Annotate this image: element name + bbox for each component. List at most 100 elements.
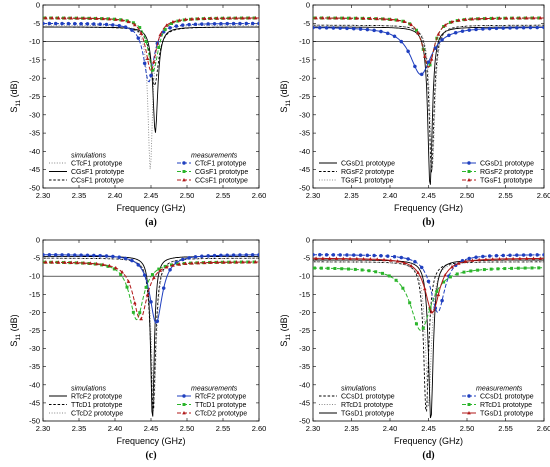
data-point-circle (535, 253, 540, 257)
data-point-circle (528, 253, 533, 257)
x-tick-label: 2.60 (252, 191, 267, 200)
data-point-triangle (88, 261, 93, 265)
data-point-square (157, 46, 161, 50)
y-tick-label: -15 (299, 290, 310, 299)
data-point-square (503, 267, 507, 271)
data-point-triangle (395, 259, 400, 263)
data-point-triangle (82, 16, 86, 20)
series-line-sim-2 (313, 24, 544, 170)
y-axis-label-unit: (dB) (279, 314, 289, 334)
data-point-triangle (209, 16, 213, 20)
data-point-square (428, 63, 432, 67)
y-tick-label: 0 (36, 236, 40, 245)
data-point-triangle (518, 16, 522, 20)
data-point-square (144, 39, 148, 43)
data-point-triangle (327, 16, 332, 20)
data-point-triangle (202, 260, 207, 265)
data-point-square (220, 260, 224, 264)
y-axis-label-sub: 11 (15, 333, 22, 340)
data-point-square (544, 266, 547, 269)
data-point-square (227, 260, 231, 264)
data-point-triangle (177, 18, 182, 22)
data-point-square (106, 17, 110, 21)
series-line-sim-2 (43, 26, 259, 87)
y-tick-label: -50 (299, 184, 310, 193)
data-point-square (544, 16, 547, 19)
y-axis-label-sub: 11 (285, 333, 292, 340)
data-point-triangle (341, 16, 346, 20)
x-tick-label: 2.55 (216, 424, 231, 433)
data-point-circle (47, 21, 52, 26)
data-point-triangle (477, 16, 481, 21)
data-point-square (394, 278, 398, 282)
curves (43, 252, 259, 417)
data-point-triangle (327, 256, 332, 260)
y-tick-label: -5 (33, 19, 40, 28)
data-point-circle (351, 253, 356, 257)
data-point-square (462, 270, 466, 274)
legend-marker-triangle (467, 178, 471, 182)
y-tick-label: -45 (29, 165, 40, 174)
data-point-circle (117, 23, 122, 28)
series-line-meas-5 (313, 257, 544, 314)
data-point-triangle (253, 260, 258, 264)
data-point-circle (200, 254, 204, 259)
data-point-circle (149, 300, 153, 304)
data-point-circle (508, 26, 512, 30)
data-point-circle (413, 259, 417, 264)
data-point-circle (250, 21, 255, 26)
data-point-square (169, 263, 173, 267)
data-point-circle (440, 298, 444, 303)
data-point-square (125, 285, 129, 289)
data-point-circle (168, 26, 172, 30)
y-tick-label: -25 (299, 92, 310, 101)
data-point-triangle (321, 16, 325, 20)
data-point-circle (193, 255, 198, 259)
y-tick-label: -15 (299, 55, 310, 64)
data-point-square (258, 260, 259, 264)
data-point-square (131, 310, 135, 314)
data-point-triangle (545, 16, 549, 19)
data-point-square (408, 301, 412, 305)
data-point-circle (47, 253, 52, 257)
data-point-triangle (416, 30, 420, 35)
legend-sim-title: simulations (71, 386, 107, 393)
legend-label-meas: CGsF1 prototype (195, 169, 248, 176)
data-point-circle (85, 253, 90, 258)
y-tick-label: -10 (29, 272, 40, 281)
y-tick-label: -15 (29, 290, 40, 299)
y-tick-label: -30 (299, 110, 310, 119)
data-point-circle (372, 253, 376, 258)
data-point-circle (313, 25, 315, 30)
y-tick-label: 0 (306, 236, 310, 245)
data-point-square (401, 286, 405, 290)
data-point-square (435, 289, 439, 293)
data-point-square (489, 267, 493, 271)
data-point-square (340, 16, 344, 20)
y-tick-label: -20 (29, 308, 40, 317)
data-point-square (93, 262, 97, 266)
data-point-circle (338, 26, 342, 30)
data-point-triangle (113, 17, 118, 21)
x-tick-label: 2.40 (383, 191, 398, 200)
data-point-triangle (247, 16, 251, 20)
data-point-triangle (341, 256, 346, 261)
legend-label-meas: TGsF1 prototype (480, 178, 533, 185)
data-point-circle (406, 49, 410, 54)
panel-a: 0 -5 -10 -15 -20 -25 -30 -35 -40 -45 -502.30 2.35 2.… (9, 1, 266, 229)
data-point-square (394, 18, 398, 22)
data-point-triangle (470, 17, 475, 21)
data-point-triangle (409, 263, 413, 268)
data-point-triangle (395, 18, 400, 22)
x-tick-label: 2.35 (72, 424, 87, 433)
data-point-circle (515, 253, 519, 257)
legend-sim-title: simulations (71, 153, 107, 160)
data-point-triangle (75, 260, 80, 265)
data-point-triangle (511, 256, 515, 261)
data-point-circle (238, 253, 242, 257)
data-point-triangle (145, 292, 150, 297)
data-point-circle (501, 26, 506, 30)
panel-b: 0 -5 -10 -15 -20 -25 -30 -35 -40 -45 -502.30 2.35 2.… (279, 1, 550, 229)
y-tick-label: -25 (299, 326, 310, 335)
data-point-circle (433, 46, 438, 50)
